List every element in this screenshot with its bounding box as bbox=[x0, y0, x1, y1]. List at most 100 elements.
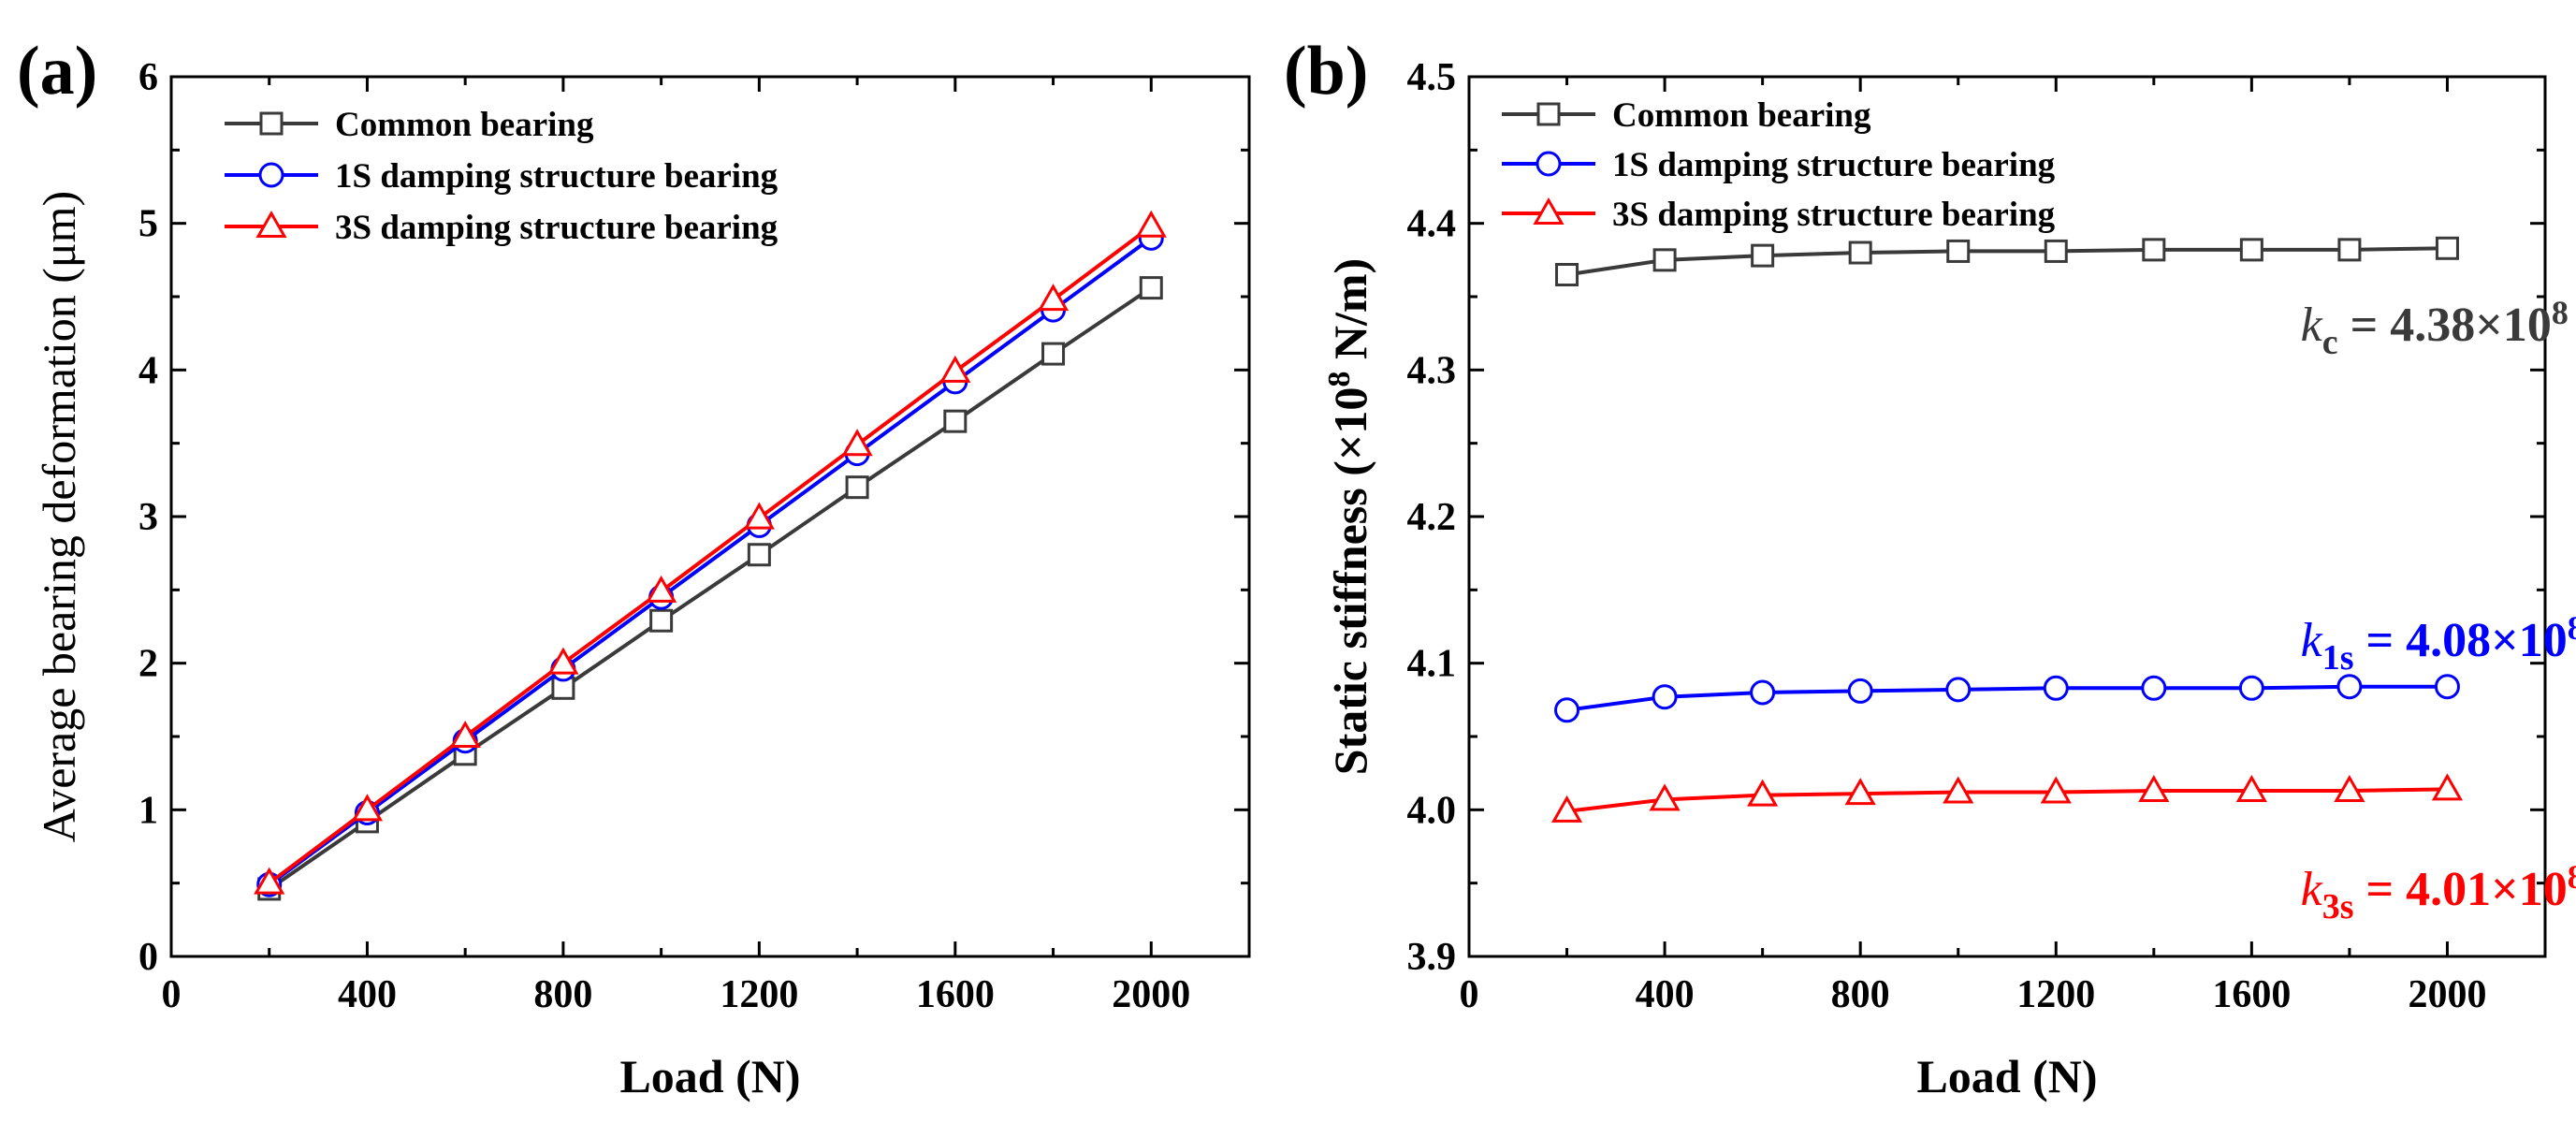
panel-b-series bbox=[1550, 236, 2464, 823]
stiffness-annotation: k3s = 4.01×108 N/m bbox=[2301, 858, 2576, 926]
panel-a-label: (a) bbox=[17, 33, 97, 109]
legend-label: 1S damping structure bearing bbox=[1612, 146, 2056, 184]
data-point bbox=[2141, 675, 2167, 701]
y-tick-label: 5 bbox=[138, 203, 158, 246]
data-point bbox=[1037, 284, 1070, 312]
data-point bbox=[2337, 238, 2362, 262]
panel-a-y-ticks: 0 1 2 3 4 5 6 bbox=[138, 56, 1249, 979]
data-point bbox=[1652, 684, 1678, 710]
x-tick-label: 1600 bbox=[916, 973, 995, 1016]
data-point bbox=[1135, 210, 1167, 238]
data-point bbox=[254, 867, 285, 895]
series-line bbox=[1566, 684, 2448, 712]
data-point bbox=[351, 794, 384, 822]
data-point bbox=[943, 409, 968, 433]
series-line bbox=[1566, 246, 2448, 277]
data-point bbox=[1847, 678, 1873, 704]
data-point bbox=[2336, 674, 2363, 700]
data-point bbox=[2043, 675, 2069, 701]
panel-b-annotations: kc = 4.38×108 N/mk1s = 4.08×108 N/mk3s =… bbox=[2301, 294, 2576, 926]
data-point bbox=[1946, 239, 1971, 263]
y-tick-label: 6 bbox=[138, 56, 158, 99]
y-tick-label: 3 bbox=[138, 496, 158, 539]
y-tick-label: 4.1 bbox=[1407, 643, 1457, 686]
series-square bbox=[257, 276, 1163, 901]
annotation-unit: N/m bbox=[2569, 299, 2576, 352]
x-tick-label: 1200 bbox=[720, 973, 798, 1016]
annotation-var: k bbox=[2301, 614, 2323, 667]
series-square bbox=[1555, 236, 2459, 286]
legend-label: 3S damping structure bearing bbox=[1612, 196, 2056, 234]
x-tick-label: 0 bbox=[1460, 973, 1479, 1016]
annotation-sup: 8 bbox=[2568, 609, 2576, 647]
y-tick-label: 3.9 bbox=[1407, 936, 1457, 979]
panel-a-legend: Common bearing 1S damping structure beari… bbox=[225, 106, 779, 247]
panel-a-x-axis-title: Load (N) bbox=[619, 1050, 800, 1102]
y-tick-label: 4.2 bbox=[1407, 496, 1457, 539]
x-tick-label: 400 bbox=[1636, 973, 1695, 1016]
data-point bbox=[1554, 697, 1580, 723]
legend-marker bbox=[1536, 102, 1561, 126]
series-circle bbox=[256, 225, 1164, 897]
x-tick-label: 1200 bbox=[2016, 973, 2095, 1016]
data-point bbox=[841, 429, 873, 457]
data-point bbox=[1943, 776, 1974, 804]
series-circle bbox=[1554, 674, 2460, 723]
data-point bbox=[1555, 263, 1579, 286]
data-point bbox=[939, 355, 971, 383]
legend-label: Common bearing bbox=[335, 106, 594, 144]
x-tick-label: 800 bbox=[533, 973, 592, 1016]
data-point bbox=[2138, 774, 2170, 802]
series-triangle bbox=[1550, 773, 2464, 823]
annotation-var: k bbox=[2301, 299, 2323, 352]
data-point bbox=[2239, 238, 2263, 262]
data-point bbox=[449, 720, 481, 748]
legend-entry: 1S damping structure bearing bbox=[1502, 146, 2056, 184]
data-point bbox=[2044, 239, 2068, 263]
data-point bbox=[1750, 679, 1776, 706]
y-tick-label: 1 bbox=[138, 789, 158, 832]
y-tick-label: 2 bbox=[138, 643, 158, 686]
data-point bbox=[1649, 783, 1681, 811]
annotation-sub: 3s bbox=[2322, 887, 2354, 926]
x-tick-label: 2000 bbox=[2408, 973, 2486, 1016]
legend-label: 1S damping structure bearing bbox=[335, 157, 779, 196]
annotation-sup: 8 bbox=[2568, 858, 2576, 896]
data-point bbox=[1844, 778, 1876, 806]
legend-entry: Common bearing bbox=[225, 106, 594, 144]
x-tick-label: 1600 bbox=[2212, 973, 2291, 1016]
data-point bbox=[1848, 241, 1872, 265]
data-point bbox=[2235, 774, 2267, 802]
legend-entry: 3S damping structure bearing bbox=[1502, 196, 2056, 234]
annotation-sub: c bbox=[2322, 323, 2338, 362]
data-point bbox=[1041, 342, 1066, 366]
annotation-text: = 4.38×10 bbox=[2338, 299, 2552, 352]
data-point bbox=[2434, 674, 2460, 700]
series-triangle bbox=[254, 210, 1167, 895]
legend-marker bbox=[259, 111, 284, 136]
data-point bbox=[2435, 236, 2459, 260]
panel-b-y-axis-title-main: Static stiffness (×10 bbox=[1324, 387, 1376, 776]
data-point bbox=[747, 543, 771, 567]
legend-entry: Common bearing bbox=[1502, 96, 1871, 135]
legend-marker bbox=[1535, 151, 1562, 177]
panel-a-series bbox=[254, 210, 1167, 901]
data-point bbox=[2040, 776, 2072, 804]
panel-a-y-axis-title: Average bearing deformation (μm) bbox=[33, 191, 85, 842]
data-point bbox=[2142, 238, 2166, 262]
data-point bbox=[743, 502, 775, 530]
data-point bbox=[2431, 773, 2464, 801]
data-point bbox=[1945, 677, 1972, 703]
panel-b-y-ticks: 3.9 4.0 4.1 4.2 4.3 4.4 4.5 bbox=[1407, 56, 2545, 979]
panel-a: (a) 0 400 800 1200 1600 2000 0 1 2 3 4 5 6 Load (N)… bbox=[17, 33, 1251, 1102]
annotation-sub: 1s bbox=[2322, 638, 2354, 678]
y-tick-label: 0 bbox=[138, 936, 158, 979]
panel-b-x-axis-title: Load (N) bbox=[1916, 1050, 2097, 1102]
data-point bbox=[1747, 779, 1779, 807]
panel-b: (b) 0 400 800 1200 1600 2000 3.9 4.0 4.1 4.2 4.3 4… bbox=[1284, 33, 2576, 1102]
y-tick-label: 4.4 bbox=[1407, 203, 1457, 246]
panel-b-x-ticks: 0 400 800 1200 1600 2000 bbox=[1460, 77, 2547, 1016]
data-point bbox=[646, 575, 677, 603]
annotation-sup: 8 bbox=[2552, 294, 2569, 331]
panel-b-label: (b) bbox=[1284, 33, 1368, 109]
